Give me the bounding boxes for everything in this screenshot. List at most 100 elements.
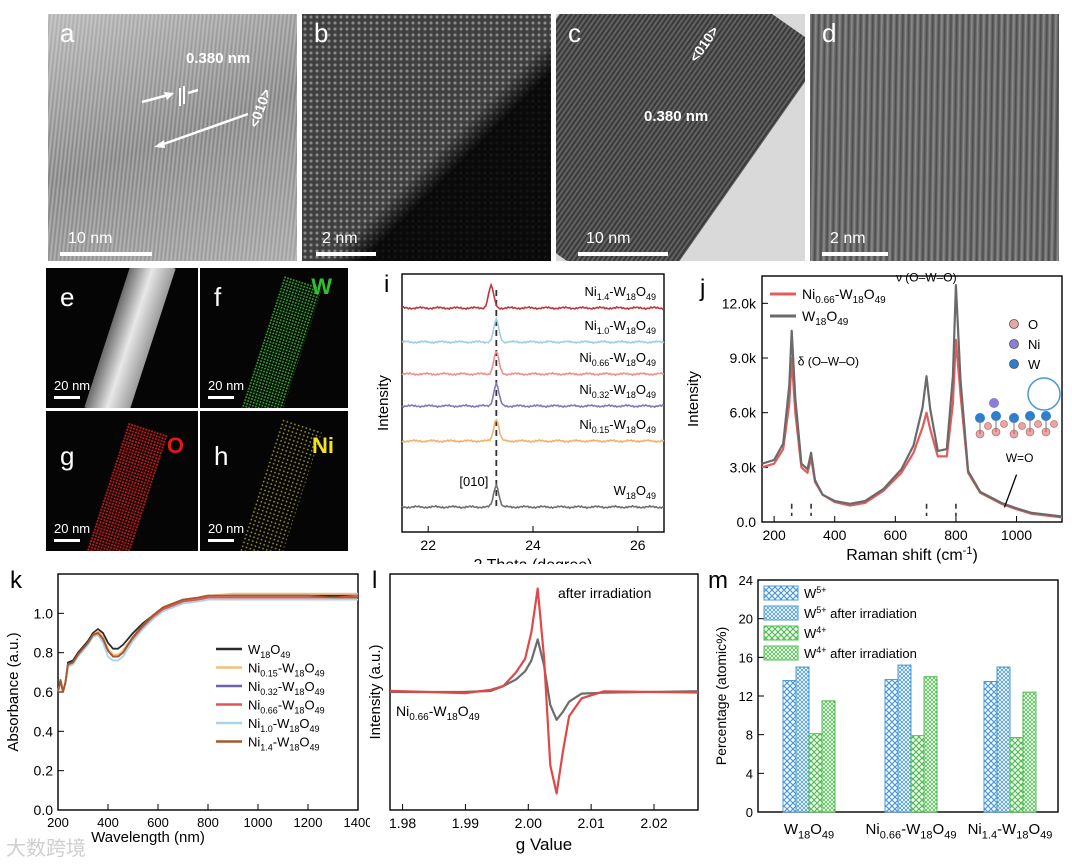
y-tick-label: 12.0k <box>722 295 757 311</box>
y-tick-label: 8 <box>746 728 753 743</box>
legend-label: W4+ after irradiation <box>804 645 917 661</box>
legend-swatch <box>763 625 799 641</box>
y-axis-label: Intensity (a.u.) <box>368 644 384 739</box>
scale-label: 20 nm <box>208 521 245 536</box>
panel-letter-f: f <box>214 282 222 312</box>
legend-label: W5+ <box>804 585 827 601</box>
legend-swatch <box>763 605 799 621</box>
bar <box>795 666 810 813</box>
element-label-o: O <box>166 433 184 458</box>
series-label: Ni1.4-W18O49 <box>584 284 656 302</box>
scale-label: 2 nm <box>830 230 866 247</box>
panel-letter-h: h <box>214 441 229 471</box>
scale-bar <box>60 252 152 256</box>
series-label: Ni0.15-W18O49 <box>579 417 656 435</box>
legend-label: Ni0.66-W18O49 <box>802 286 886 306</box>
sample-label: Ni0.66-W18O49 <box>396 703 480 723</box>
structure-legend-label: Ni <box>1028 337 1040 352</box>
y-axis-label: Percentage (atomic%) <box>713 627 729 766</box>
x-tick-label: 22 <box>420 537 436 553</box>
structure-atom-o <box>1050 420 1058 428</box>
x-tick-label: 200 <box>47 815 69 830</box>
legend-label: Ni1.4-W18O49 <box>248 735 320 753</box>
peak-label: [010] <box>459 474 488 489</box>
x-tick-label: 600 <box>884 527 908 543</box>
legend-label: Ni0.15-W18O49 <box>248 661 325 679</box>
y-tick-label: 0 <box>746 805 753 820</box>
series-line <box>401 282 665 311</box>
legend-label: W18O49 <box>248 642 290 660</box>
bar <box>910 735 925 813</box>
scale-label: 20 nm <box>208 378 245 393</box>
structure-legend-dot <box>1009 339 1019 349</box>
x-tick-label: 800 <box>944 527 968 543</box>
series-label: Ni0.32-W18O49 <box>579 382 656 400</box>
annotation-arrows <box>141 86 249 148</box>
scale-bar <box>316 252 376 256</box>
tem-panel-b: b 2 nm <box>302 14 551 261</box>
x-axis-label: 2 Theta (degree) <box>474 557 593 564</box>
tem-panel-c: c 0.380 nm <010> 10 nm <box>556 14 805 261</box>
structure-atom-o <box>984 422 992 430</box>
bar <box>923 676 938 813</box>
y-tick-label: 4 <box>746 766 753 781</box>
legend-swatch <box>763 585 799 601</box>
series-line <box>57 594 358 693</box>
series-line <box>401 418 665 444</box>
structure-atom-o <box>1000 420 1008 428</box>
scale-bar <box>578 252 668 256</box>
panel-letter-i: i <box>384 271 389 298</box>
panel-letter-g: g <box>60 441 75 471</box>
annotation-delta: δ (O–W–O) <box>798 354 859 368</box>
annotation-after-irradiation: after irradiation <box>558 585 651 601</box>
series-line <box>401 350 665 377</box>
x-tick-label: 200 <box>762 527 786 543</box>
category-label: W18O49 <box>784 821 834 842</box>
chart-i-xrd: i 22 24 26 2 Theta (degree) Intensity Ni1.4-W1… <box>375 271 665 564</box>
chart-l-epr: l 1.98 1.99 2.00 2.01 2.02 g Value Intensity (a… <box>368 567 699 854</box>
scale-label: 10 nm <box>586 230 631 247</box>
chart-k-absorbance: k 200 400 600 800 1000 1200 1400 0.0 0.2 0.4 0.6 0.8… <box>5 567 370 846</box>
map-panel-h: h Ni 20 nm <box>200 411 348 551</box>
y-tick-label: 6.0k <box>730 405 757 421</box>
legend-swatch <box>763 645 799 661</box>
annotation-wo: W=O <box>1006 451 1034 465</box>
x-tick-label: 2.01 <box>578 815 605 831</box>
panel-letter-b: b <box>314 18 329 48</box>
plot-frame <box>761 275 1063 523</box>
scale-bar <box>54 539 80 542</box>
x-tick-label: 1000 <box>1001 527 1032 543</box>
y-tick-label: 9.0k <box>730 350 757 366</box>
series-line <box>57 598 358 693</box>
panel-letter-e: e <box>60 282 75 312</box>
series-label: W18O49 <box>614 483 656 501</box>
map-panel-f: f W 20 nm <box>200 268 348 408</box>
x-tick-label: 1.98 <box>389 815 416 831</box>
bar <box>821 700 836 813</box>
panel-letter-l: l <box>372 567 377 594</box>
category-label: Ni0.66-W18O49 <box>866 821 957 842</box>
series-line <box>401 483 665 510</box>
scale-bar <box>208 396 234 399</box>
structure-atom-ni <box>989 398 999 408</box>
series-line <box>761 284 1063 518</box>
x-axis-label: Raman shift (cm-1) <box>846 545 978 564</box>
scale-bar <box>54 396 80 399</box>
panel-letter-j: j <box>699 275 705 302</box>
legend-label: W18O49 <box>802 308 849 328</box>
chart-j-raman: j 200 400 600 800 1000 0.0 3.0k 6.0k 9.0k 12.0k Ram… <box>685 270 1063 564</box>
scale-label: 10 nm <box>68 230 113 247</box>
bar <box>884 679 899 813</box>
scale-label: 20 nm <box>54 521 91 536</box>
y-tick-label: 24 <box>739 573 753 588</box>
bar <box>808 733 823 813</box>
y-tick-label: 0.4 <box>34 723 54 739</box>
x-tick-label: 600 <box>147 815 169 830</box>
y-axis-label: Intensity <box>375 375 392 431</box>
x-tick-label: 24 <box>525 537 541 553</box>
y-axis-label: Absorbance (a.u.) <box>5 632 22 751</box>
x-tick-label: 2.00 <box>515 815 542 831</box>
structure-legend-dot <box>1009 319 1019 329</box>
structure-legend-label: O <box>1028 317 1038 332</box>
x-tick-label: 400 <box>823 527 847 543</box>
